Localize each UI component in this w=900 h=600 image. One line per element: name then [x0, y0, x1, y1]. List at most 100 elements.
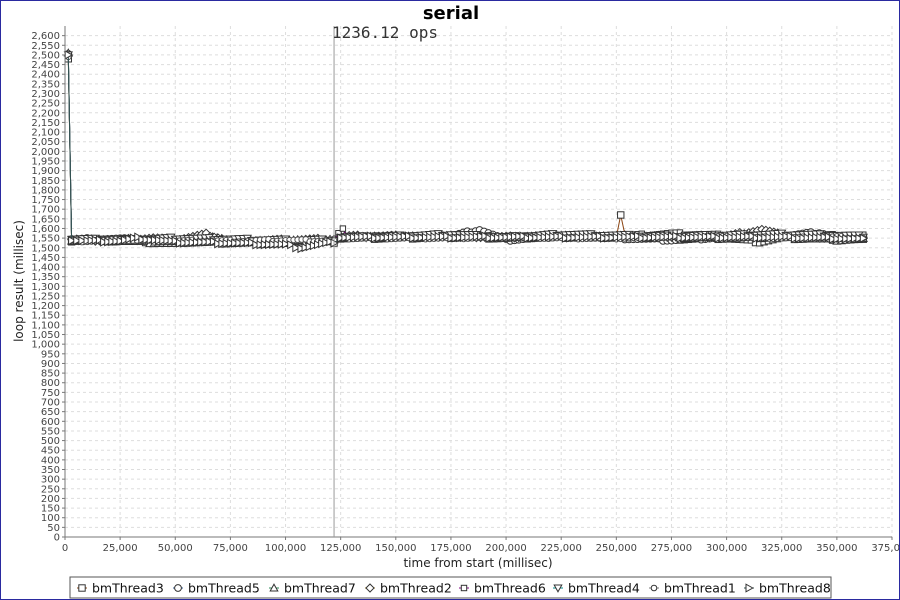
data-point	[83, 236, 92, 246]
legend-marker	[78, 584, 86, 592]
data-point	[735, 232, 745, 242]
data-point	[659, 232, 668, 242]
data-point	[506, 232, 516, 242]
data-point	[184, 238, 193, 248]
legend-label: bmThread7	[284, 581, 356, 596]
y-tick-label: 900	[41, 359, 60, 370]
data-point	[494, 233, 503, 243]
data-point	[761, 233, 770, 243]
x-tick-label: 125,000	[320, 543, 361, 554]
y-tick-label: 350	[41, 465, 60, 476]
data-point	[748, 231, 757, 241]
x-tick-label: 150,000	[375, 543, 416, 554]
data-point	[829, 234, 838, 244]
data-point	[434, 231, 444, 242]
data-point	[265, 239, 274, 250]
data-point	[561, 233, 571, 243]
data-point	[583, 232, 592, 242]
data-point	[617, 232, 626, 242]
data-point	[73, 235, 82, 246]
data-point	[277, 239, 287, 249]
y-tick-label: 1,700	[31, 205, 60, 216]
x-tick-label: 375,000	[871, 543, 899, 554]
x-tick-label: 325,000	[761, 543, 802, 554]
y-tick-label: 0	[54, 533, 60, 544]
data-point	[235, 238, 244, 248]
y-tick-label: 2,550	[31, 41, 60, 52]
y-tick-label: 2,000	[31, 147, 60, 158]
y-tick-label: 1,850	[31, 176, 60, 187]
y-tick-label: 1,950	[31, 156, 60, 167]
data-point	[621, 232, 630, 242]
data-point	[846, 233, 855, 244]
x-tick-label: 50,000	[158, 543, 193, 554]
y-tick-label: 50	[47, 523, 60, 534]
data-point	[214, 239, 223, 249]
y-tick-label: 1,350	[31, 272, 60, 283]
data-point	[833, 234, 842, 244]
data-point	[795, 233, 804, 243]
y-tick-label: 2,500	[31, 50, 60, 61]
data-point	[528, 233, 537, 243]
y-tick-label: 950	[41, 349, 60, 360]
throughput-annotation: 1236.12 ops	[332, 23, 438, 42]
data-point	[600, 233, 609, 243]
data-point	[629, 231, 639, 241]
y-tick-label: 450	[41, 446, 60, 457]
data-point	[349, 232, 359, 242]
data-point	[485, 233, 494, 243]
legend-marker	[745, 583, 754, 593]
x-tick-label: 275,000	[651, 543, 692, 554]
x-tick-label: 225,000	[541, 543, 582, 554]
legend-label: bmThread1	[664, 581, 736, 596]
data-point	[803, 233, 813, 243]
series-bmthread8	[64, 50, 869, 254]
data-point	[248, 237, 257, 248]
data-point	[167, 236, 176, 246]
data-point	[782, 231, 791, 242]
x-tick-label: 350,000	[816, 543, 857, 554]
data-point	[305, 241, 315, 252]
data-point	[301, 242, 310, 253]
data-point	[134, 232, 143, 242]
data-point	[723, 233, 732, 243]
data-point	[388, 232, 397, 242]
data-point	[740, 231, 749, 242]
y-tick-label: 500	[41, 436, 60, 447]
y-tick-label: 600	[41, 417, 60, 428]
y-tick-label: 1,150	[31, 311, 60, 322]
data-point	[701, 231, 711, 242]
data-point	[651, 232, 660, 243]
data-point	[260, 240, 270, 250]
data-point	[226, 238, 236, 248]
data-point	[477, 231, 486, 241]
data-point	[591, 231, 600, 241]
data-point	[379, 233, 388, 243]
legend-marker	[365, 583, 375, 593]
legend-label: bmThread8	[759, 581, 831, 596]
data-point	[354, 232, 363, 242]
data-point	[697, 232, 706, 242]
data-point	[400, 231, 410, 241]
data-point	[121, 235, 130, 245]
y-tick-label: 1,650	[31, 214, 60, 225]
data-point	[358, 231, 367, 242]
data-point	[100, 237, 109, 247]
y-tick-label: 1,100	[31, 320, 60, 331]
data-point	[714, 233, 723, 243]
data-point	[765, 232, 774, 243]
y-tick-label: 250	[41, 484, 60, 495]
data-point	[362, 231, 371, 241]
x-axis-title: time from start (millisec)	[403, 556, 552, 570]
y-tick-label: 150	[41, 504, 60, 515]
data-point	[549, 231, 558, 242]
data-point	[464, 232, 473, 242]
data-point	[256, 240, 265, 250]
data-point	[309, 240, 319, 251]
data-point	[197, 237, 206, 247]
data-point	[752, 233, 762, 243]
y-axis-title: loop result (millisec)	[12, 220, 26, 342]
data-point	[252, 240, 261, 250]
data-point	[125, 234, 134, 244]
